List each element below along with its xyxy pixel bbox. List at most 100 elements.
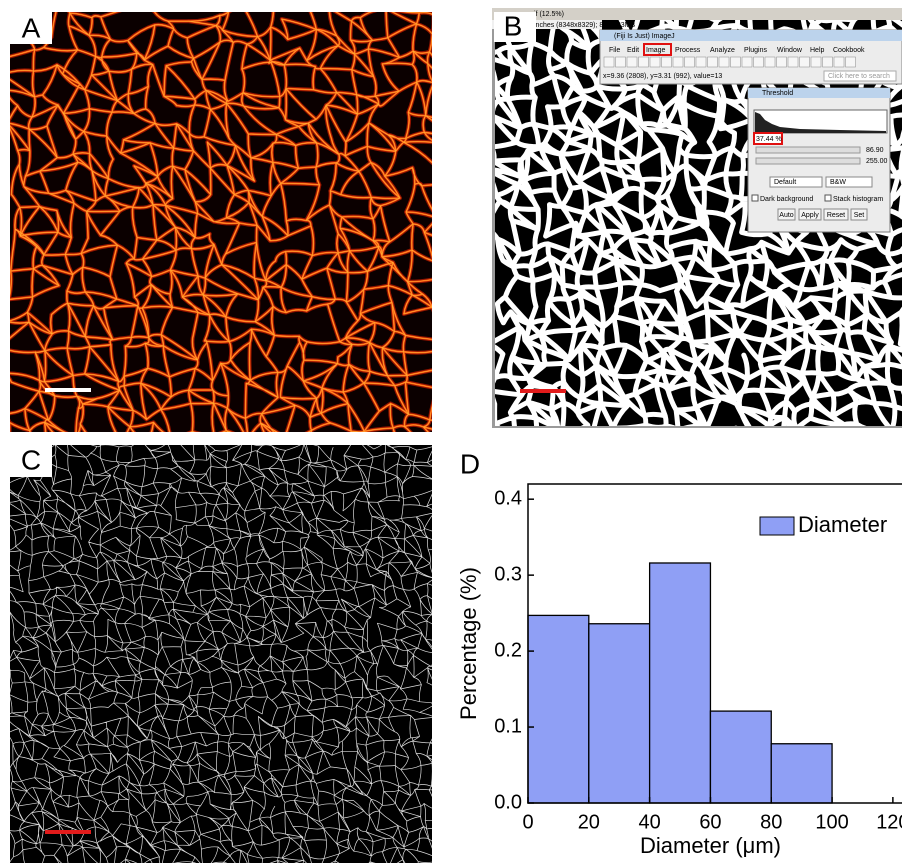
- panel-label: A: [22, 12, 41, 43]
- legend-swatch: [759, 516, 795, 536]
- scale-bar: [45, 830, 91, 834]
- tool-button[interactable]: [718, 56, 730, 68]
- tool-button[interactable]: [741, 56, 753, 68]
- dialog-titlebar: [748, 88, 890, 98]
- y-tick-label: 0.1: [494, 715, 522, 737]
- x-tick-label: 100: [815, 811, 848, 833]
- tool-button[interactable]: [638, 56, 649, 68]
- histogram-chart: D 0.0 0.1 0.2 0.3 0.4 0 20 40 60 80 100 120 Diameter…: [456, 448, 902, 858]
- scale-bar: [520, 389, 566, 393]
- dialog-title: Threshold: [762, 90, 793, 97]
- tool-button[interactable]: [695, 56, 707, 68]
- highlight-box: [753, 132, 783, 145]
- menu-item[interactable]: Image: [646, 47, 666, 54]
- menu-item[interactable]: Process: [675, 47, 701, 54]
- label-box: [10, 445, 52, 477]
- menu-item[interactable]: Analyze: [710, 47, 735, 54]
- button-label: Auto: [779, 212, 794, 219]
- bar: [588, 623, 651, 804]
- button[interactable]: [850, 208, 868, 221]
- scale-bar: [45, 388, 91, 392]
- search-box[interactable]: [823, 70, 897, 82]
- y-tick-label: 0.3: [494, 563, 522, 585]
- checkbox-label: Stack histogram: [833, 196, 883, 203]
- x-tick-label: 0: [522, 811, 533, 833]
- dropdown[interactable]: [825, 176, 873, 188]
- upper-value: 255.00: [866, 158, 888, 165]
- button-label: Set: [854, 212, 865, 219]
- search-placeholder: Click here to search: [828, 73, 890, 80]
- tool-button[interactable]: [672, 56, 684, 68]
- tool-button[interactable]: [626, 56, 638, 68]
- tool-button[interactable]: [649, 56, 661, 68]
- bar: [770, 743, 833, 804]
- method: Default: [774, 179, 796, 186]
- button-label: Reset: [827, 212, 845, 219]
- menu-item[interactable]: Plugins: [744, 47, 767, 54]
- tool-button[interactable]: [845, 56, 856, 68]
- tool-button[interactable]: [730, 56, 741, 68]
- histogram-shape: [755, 112, 886, 133]
- checkbox[interactable]: [824, 194, 832, 202]
- menu-item[interactable]: Window: [777, 47, 803, 54]
- axis-frame: [527, 483, 902, 804]
- slider[interactable]: [755, 146, 861, 154]
- tool-button[interactable]: [753, 56, 764, 68]
- menu-item[interactable]: Help: [810, 47, 825, 54]
- x-tick-label: 40: [639, 811, 661, 833]
- network-a: [10, 12, 432, 432]
- menu-item[interactable]: Edit: [627, 47, 639, 54]
- y-axis-label: Percentage (%): [456, 567, 481, 720]
- tool-button[interactable]: [810, 56, 822, 68]
- percent: 37.44 %: [756, 136, 782, 143]
- tool-button[interactable]: [776, 56, 787, 68]
- window-bar: [492, 8, 902, 20]
- menu-item[interactable]: Cookbook: [833, 47, 865, 54]
- slider[interactable]: [755, 157, 861, 165]
- x-tick-label: 80: [760, 811, 782, 833]
- menu-bar: File Edit Image Process Analyze Plugins Window…: [609, 47, 865, 54]
- checkbox-label: Dark background: [760, 196, 813, 203]
- mode: B&W: [830, 179, 846, 186]
- tool-button[interactable]: [833, 56, 845, 68]
- imagej-title: (Fiji Is Just) ImageJ: [614, 33, 675, 40]
- dropdown[interactable]: [769, 176, 823, 188]
- button[interactable]: [777, 208, 796, 221]
- button-row: Auto Apply Reset Set: [777, 208, 868, 221]
- panel-label: B: [504, 10, 523, 41]
- network-strands: [10, 445, 432, 863]
- tool-button[interactable]: [822, 56, 833, 68]
- highlight-box: [643, 43, 672, 56]
- status: x=9.36 (2808), y=3.31 (992), value=13: [603, 73, 722, 80]
- tool-button[interactable]: [764, 56, 776, 68]
- bar: [648, 562, 712, 804]
- legend-label: Diameter: [798, 512, 887, 537]
- tool-button[interactable]: [603, 56, 615, 68]
- checkbox[interactable]: [751, 194, 759, 202]
- button[interactable]: [823, 208, 849, 221]
- button[interactable]: [798, 208, 822, 221]
- x-axis-label: Diameter (μm): [640, 833, 781, 858]
- y-tick-label: 0.0: [494, 791, 522, 813]
- tool-button[interactable]: [799, 56, 810, 68]
- tool-button[interactable]: [661, 56, 672, 68]
- x-tick-label: 60: [699, 811, 721, 833]
- tool-button[interactable]: [707, 56, 718, 68]
- x-tick-label: 120: [876, 811, 902, 833]
- label-box: [494, 12, 536, 42]
- window-title: if (12.5%): [534, 11, 564, 18]
- y-tick-label: 0.4: [494, 487, 522, 509]
- info-bar: [492, 20, 602, 29]
- menu-item[interactable]: File: [609, 47, 620, 54]
- tool-button[interactable]: [684, 56, 695, 68]
- tool-button[interactable]: [615, 56, 626, 68]
- imagej-titlebar: [600, 30, 902, 41]
- bar: [709, 710, 772, 804]
- network-strands: [10, 12, 432, 432]
- toolbar: [603, 56, 856, 68]
- bar: [527, 614, 590, 804]
- tool-button[interactable]: [787, 56, 799, 68]
- image-info: inches (8348x8329); 8-bit; 33MB: [534, 22, 635, 29]
- x-tick-label: 20: [578, 811, 600, 833]
